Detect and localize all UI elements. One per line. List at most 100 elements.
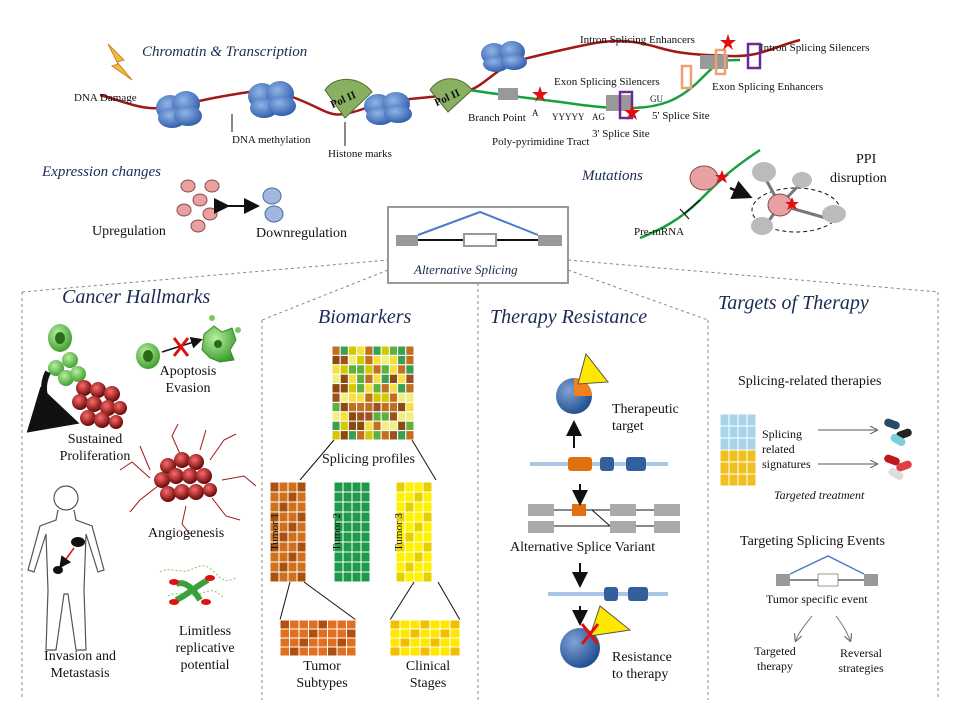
stages-cell [439,619,451,630]
tumor3-cell [404,541,415,553]
tumor1-cell [287,501,298,513]
chromosome-graphic [159,565,237,605]
tumor3-cell [413,511,424,523]
heatmap-cell [339,392,349,403]
tumor1-cell [287,571,298,583]
splicing-profiles-label: Splicing profiles [322,452,415,467]
resistant-sphere [560,628,600,668]
heatmap-cell [380,383,390,394]
ppi-label: PPI [856,152,877,167]
tumor3-cell [422,541,433,553]
star-icon [720,34,736,50]
exon-blue [626,457,646,471]
heatmap-cell [339,401,349,413]
heatmap-cell [347,392,358,403]
exon-orange [568,457,592,471]
pill-icon [884,418,912,446]
heatmap-cell [397,392,407,403]
heatmap-cell [380,373,390,385]
heatmap-cell [405,430,415,441]
potential-label: potential [180,658,230,673]
heatmap-cell [356,401,366,413]
subtypes-cell [308,646,319,657]
tumor3-cell [422,571,433,583]
tumor2-cell [351,491,362,503]
subtypes-cell [298,628,309,639]
heatmap-cell [331,401,341,413]
exon-box [498,88,518,100]
reversal-label: Reversal [840,646,882,660]
ese-label: Exon Splicing Enhancers [712,81,824,93]
heatmap-cell [331,392,341,403]
tumor3-cell [413,521,424,533]
stages-cell [399,628,411,639]
heatmap-cell [388,430,399,441]
tumor2-cell [333,551,344,563]
therapy-label: therapy [757,659,793,673]
heatmap-cell [380,392,390,403]
stages-cell [419,619,431,630]
heatmap-cell [364,364,374,375]
heatmap-cell [388,354,399,366]
heatmap-cell [380,354,390,366]
tumor3-cell [404,481,415,493]
stages-cell [419,646,431,657]
tumor2-cell [342,551,353,563]
heatmap-cell [339,345,349,356]
heatmap-cell [339,364,349,375]
heatmap-cell [364,392,374,403]
heatmap-cell [347,401,358,413]
exon-blue [604,587,618,601]
subtypes-cell [298,637,309,648]
stages-cell [439,637,451,648]
tumor3-cell [395,501,406,513]
subtypes-cell [289,619,300,630]
heatmap-cell [372,392,382,403]
nucleosome-4 [481,41,527,72]
tumor1-cell [296,571,307,583]
heatmap-cell [347,420,358,432]
splice-variant-graphic [528,504,680,533]
heatmap-cell [380,364,390,375]
heatmap-cell [356,345,366,356]
resistance-label: Resistance [612,650,672,665]
invasion-label: Invasion and [44,649,116,664]
subtypes-cell [317,619,328,630]
tumor2-cell [351,501,362,513]
heatmap-cell [339,420,349,432]
tumor-label: Tumor [303,659,341,674]
tumor3-cell [395,481,406,493]
disruption-label: disruption [830,171,887,186]
subtypes-grid [279,619,357,657]
heatmap-cell [372,383,382,394]
heatmap-cell [372,401,382,413]
human-figure [27,485,105,651]
heatmap-cell [397,401,407,413]
to-therapy-label: to therapy [612,667,669,682]
subtypes-cell [289,637,300,648]
drug-triangle [577,352,609,385]
replicative-label: replicative [175,641,235,656]
tumor1-cell [296,541,307,553]
tumor1-cell [278,561,289,573]
heatmap-cell [397,411,407,422]
heatmap-cell [380,411,390,422]
tumor3-cell [422,531,433,543]
tumor2-cell [351,531,362,543]
heatmap-cell [405,420,415,432]
iss-marker [746,42,762,70]
targeting-events-label: Targeting Splicing Events [740,534,885,549]
heatmap-cell [364,354,374,366]
siggrid-cell [719,449,730,463]
heatmap-cell [388,420,399,432]
subtypes-cell [289,646,300,657]
tumor1-cell [296,511,307,523]
siggrid-cell [737,473,748,487]
heatmap-cell [356,383,366,394]
exon-box [700,55,728,69]
siggrid-cell [737,449,748,463]
tumor3-cell [413,551,424,563]
heatmap-cell [347,364,358,375]
subtypes-cell [346,628,357,639]
tumor3-cell [404,571,415,583]
